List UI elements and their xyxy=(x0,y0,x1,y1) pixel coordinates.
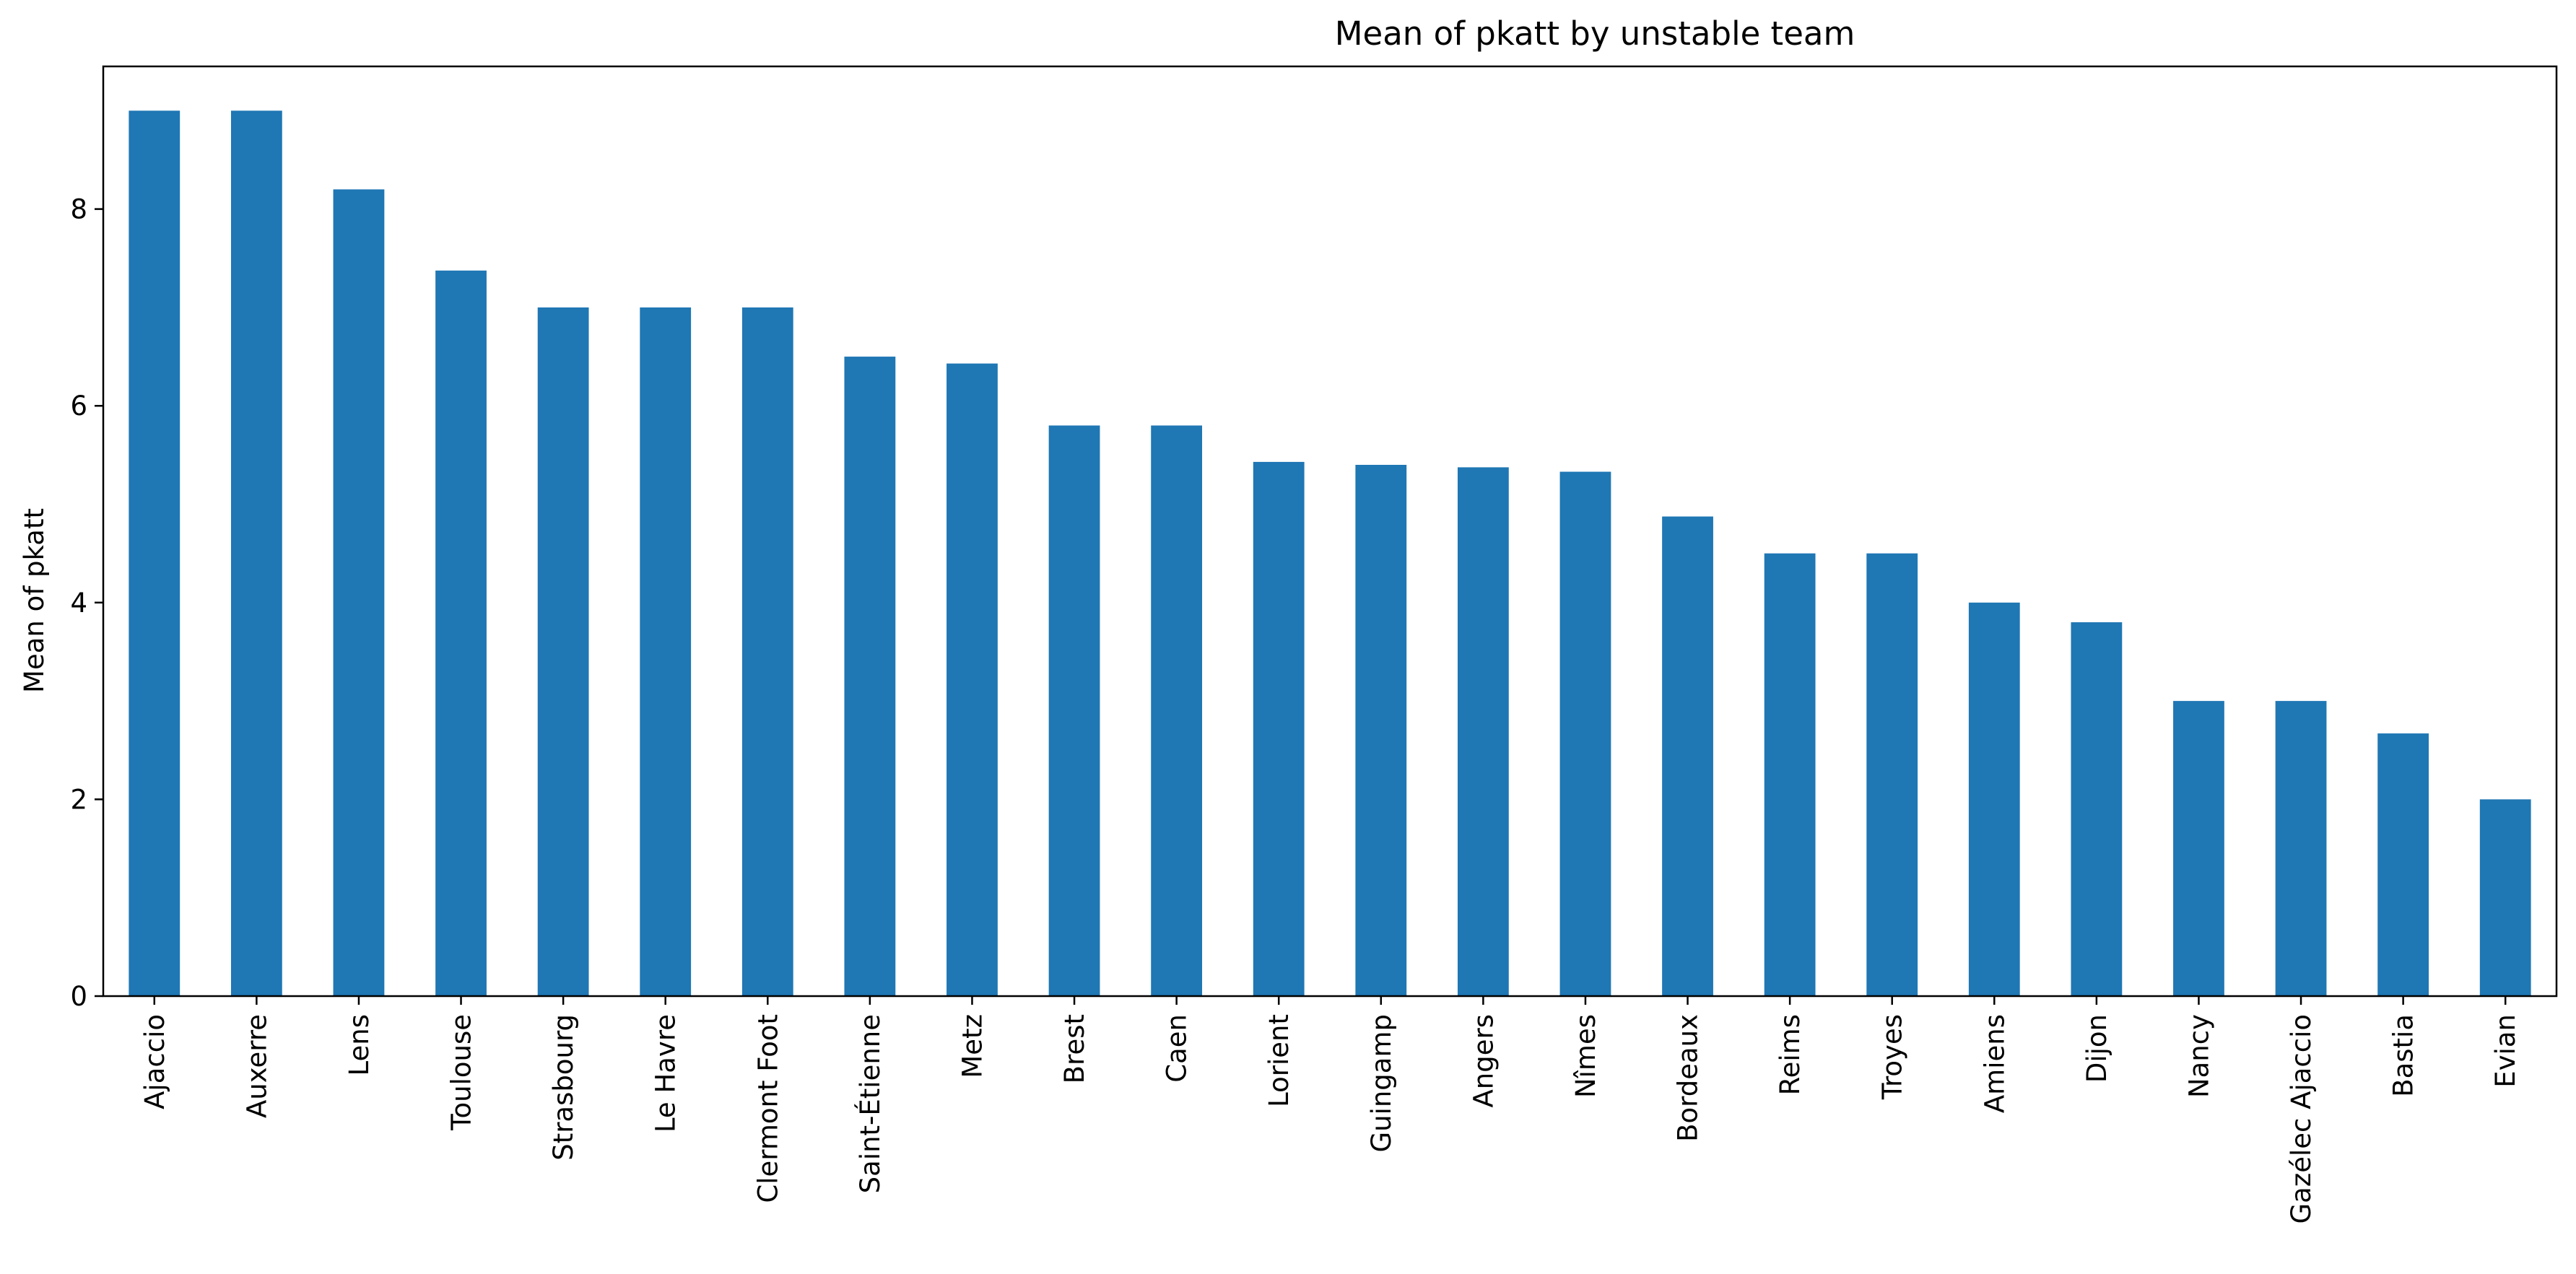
bar-Clermont Foot xyxy=(741,307,793,997)
x-tick-label: Lorient xyxy=(1263,1014,1294,1107)
bar-Toulouse xyxy=(435,270,487,996)
bar-Metz xyxy=(947,363,998,996)
bar-Bordeaux xyxy=(1662,516,1713,996)
bar-Le Havre xyxy=(640,307,692,997)
x-tick-label: Nancy xyxy=(2183,1014,2214,1098)
bar-Evian xyxy=(2479,799,2531,996)
bars-group xyxy=(129,110,2531,997)
bar-Gazélec Ajaccio xyxy=(2275,701,2327,996)
bar-Amiens xyxy=(1968,602,2020,996)
y-tick-label: 6 xyxy=(70,391,87,422)
x-tick-label: Gazélec Ajaccio xyxy=(2286,1014,2317,1224)
x-tick-label: Caen xyxy=(1162,1014,1193,1083)
x-tick-label: Troyes xyxy=(1877,1014,1908,1100)
x-tick-label: Nîmes xyxy=(1570,1014,1601,1098)
chart-title: Mean of pkatt by unstable team xyxy=(1335,14,1855,53)
x-tick-label: Le Havre xyxy=(650,1014,682,1133)
x-tick-label: Angers xyxy=(1468,1014,1499,1108)
bar-Brest xyxy=(1048,425,1100,996)
bar-Lens xyxy=(333,189,385,996)
x-tick-label: Metz xyxy=(957,1014,988,1078)
y-tick-label: 4 xyxy=(70,588,87,619)
x-tick-label: Ajaccio xyxy=(139,1014,170,1109)
bar-Nîmes xyxy=(1559,471,1611,996)
bar-Guingamp xyxy=(1355,465,1407,996)
y-tick-label: 2 xyxy=(70,784,87,815)
y-tick-label: 0 xyxy=(70,981,87,1012)
bar-Strasbourg xyxy=(537,307,589,997)
bar-Saint-Étienne xyxy=(844,357,896,996)
bar-Auxerre xyxy=(230,110,282,996)
x-tick-label: Bordeaux xyxy=(1673,1014,1704,1142)
x-tick-label: Lens xyxy=(344,1014,375,1076)
bar-Bastia xyxy=(2377,733,2429,996)
bar-Ajaccio xyxy=(129,110,180,996)
y-tick-label: 8 xyxy=(70,194,87,225)
x-tick-label: Brest xyxy=(1059,1014,1090,1083)
bar-Lorient xyxy=(1253,461,1305,996)
bar-Nancy xyxy=(2173,701,2224,996)
x-tick-label: Auxerre xyxy=(241,1014,272,1118)
bar-Troyes xyxy=(1866,553,1918,996)
y-axis-label: Mean of pkatt xyxy=(19,508,50,693)
bar-Angers xyxy=(1457,467,1509,996)
x-tick-label: Amiens xyxy=(1979,1014,2010,1113)
x-tick-label: Dijon xyxy=(2081,1014,2112,1083)
x-tick-label: Strasbourg xyxy=(548,1014,579,1161)
x-tick-label: Saint-Étienne xyxy=(854,1014,886,1193)
x-tick-label: Reims xyxy=(1775,1014,1806,1095)
bar-Reims xyxy=(1764,553,1816,996)
x-tick-label: Bastia xyxy=(2388,1014,2419,1097)
x-tick-label: Evian xyxy=(2490,1014,2521,1088)
x-tick-label: Clermont Foot xyxy=(752,1014,783,1203)
y-axis-ticks: 0 2 4 6 8 xyxy=(70,194,103,1012)
x-tick-label: Guingamp xyxy=(1366,1014,1397,1153)
bar-Dijon xyxy=(2071,622,2123,996)
plot-frame xyxy=(102,65,2558,998)
x-axis-ticks: Ajaccio Auxerre Lens Toulouse Strasbourg Le H… xyxy=(139,996,2521,1224)
x-tick-label: Toulouse xyxy=(446,1014,477,1131)
bar-Caen xyxy=(1151,425,1203,996)
